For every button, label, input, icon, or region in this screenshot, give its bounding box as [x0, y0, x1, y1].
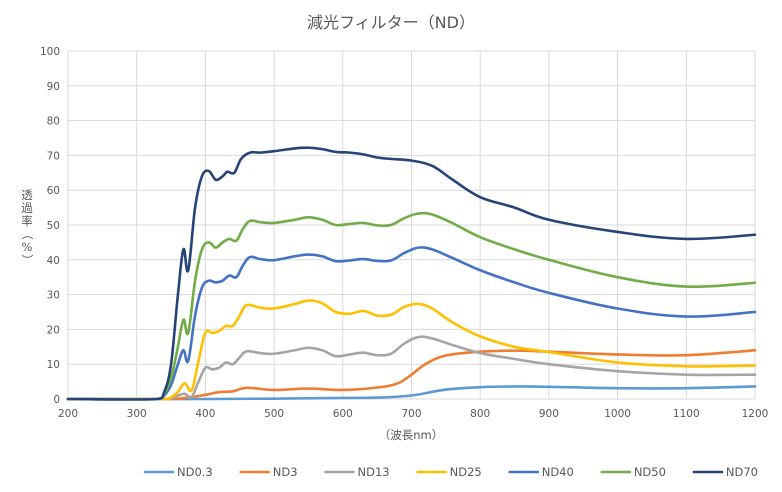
legend-item: ND70 — [692, 465, 758, 479]
y-tick-label: 30 — [47, 290, 60, 302]
series-line-nd70 — [66, 146, 757, 401]
y-tick-label: 0 — [53, 394, 60, 406]
x-tick-labels: 200 300 400 500 600 700 800 900 1000 1100 1200 — [58, 408, 768, 420]
x-tick-label: 1000 — [604, 408, 631, 420]
x-tick-label: 700 — [401, 408, 421, 420]
legend-label: ND70 — [726, 465, 758, 479]
y-axis-title-char: 過 — [21, 201, 33, 215]
series-line-nd03 — [66, 385, 757, 401]
y-tick-label: 40 — [47, 255, 60, 267]
legend-item: ND0.3 — [143, 465, 213, 479]
y-tick-label: 50 — [47, 220, 60, 232]
legend-label: ND40 — [542, 465, 574, 479]
x-tick-label: 400 — [195, 408, 215, 420]
y-axis-title: 透過率（%） — [20, 188, 34, 266]
legend-label: ND13 — [358, 465, 390, 479]
y-axis-title-char: ） — [20, 254, 34, 266]
legend-item: ND25 — [416, 465, 482, 479]
y-axis-title-char: 透 — [21, 188, 33, 202]
series-lines — [66, 146, 757, 401]
y-axis-title-char: 率 — [21, 214, 33, 228]
x-tick-label: 600 — [333, 408, 353, 420]
legend-item: ND40 — [508, 465, 574, 479]
legend-label: ND0.3 — [177, 465, 213, 479]
series-line-nd25 — [66, 299, 757, 401]
legend-label: ND25 — [450, 465, 482, 479]
y-tick-label: 60 — [47, 185, 60, 197]
x-axis-title: （波長nm） — [379, 428, 444, 442]
y-tick-labels: 0 10 20 30 40 50 60 70 80 90 100 — [40, 46, 60, 406]
series-line-nd13 — [66, 335, 757, 401]
y-tick-label: 100 — [40, 46, 60, 58]
x-tick-label: 1100 — [673, 408, 700, 420]
legend-item: ND13 — [324, 465, 390, 479]
y-tick-label: 10 — [47, 359, 60, 371]
x-tick-label: 200 — [58, 408, 78, 420]
x-tick-label: 800 — [470, 408, 490, 420]
y-tick-label: 20 — [47, 324, 60, 336]
x-tick-label: 500 — [264, 408, 284, 420]
x-tick-label: 900 — [539, 408, 559, 420]
y-axis-title-char: % — [22, 240, 33, 254]
y-tick-label: 90 — [47, 81, 60, 93]
legend-label: ND50 — [634, 465, 666, 479]
legend-label: ND3 — [273, 465, 298, 479]
series-line-nd50 — [66, 211, 757, 401]
legend-item: ND3 — [239, 465, 298, 479]
y-axis-title-char: （ — [20, 228, 34, 240]
gridlines — [67, 50, 756, 400]
y-tick-label: 70 — [47, 150, 60, 162]
y-tick-label: 80 — [47, 116, 60, 128]
x-tick-label: 1200 — [742, 408, 769, 420]
chart-title: 減光フィルター（ND） — [307, 13, 475, 32]
x-tick-label: 300 — [127, 408, 147, 420]
legend: ND0.3 ND3 ND13 ND25 ND40 ND50 ND70 — [143, 465, 758, 479]
series-line-nd40 — [66, 246, 757, 401]
legend-item: ND50 — [600, 465, 666, 479]
